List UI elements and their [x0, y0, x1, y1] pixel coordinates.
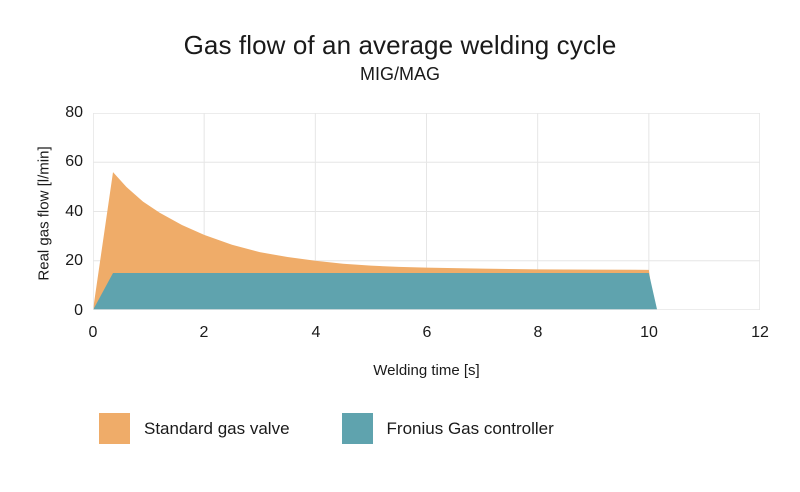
legend-swatch-standard-gas-valve	[99, 413, 130, 444]
x-tick-label-8: 8	[533, 324, 543, 341]
chart-subtitle: MIG/MAG	[360, 64, 440, 84]
y-tick-label-20: 20	[65, 252, 83, 269]
legend-item-standard-gas-valve[interactable]: Standard gas valve	[99, 413, 290, 444]
y-tick-label-60: 60	[65, 153, 83, 170]
y-tick-label-0: 0	[74, 302, 83, 319]
y-tick-label-40: 40	[65, 203, 83, 220]
legend-item-fronius-gas-controller[interactable]: Fronius Gas controller	[341, 413, 554, 444]
x-tick-label-4: 4	[311, 324, 321, 341]
x-tick-label-10: 10	[640, 324, 658, 341]
legend: Standard gas valve Fronius Gas controlle…	[99, 413, 554, 444]
x-tick-label-2: 2	[199, 324, 209, 341]
area-series-fronius-gas-controller	[93, 273, 658, 310]
series-areas	[93, 172, 658, 310]
plot-area	[93, 113, 760, 310]
legend-swatch-fronius-gas-controller	[341, 413, 373, 444]
x-tick-label-0: 0	[88, 324, 98, 341]
chart-svg	[93, 113, 760, 310]
y-tick-label-80: 80	[65, 104, 83, 121]
legend-label-fronius-gas-controller: Fronius Gas controller	[386, 418, 554, 438]
x-tick-label-6: 6	[422, 324, 432, 341]
x-axis-title: Welding time [s]	[373, 362, 480, 379]
x-axis-tick-labels: 0 2 4 6 8 10 12	[0, 325, 800, 349]
page-title: Gas flow of an average welding cycle	[183, 30, 617, 60]
y-axis-tick-labels: 80 60 40 20 0	[37, 0, 83, 492]
legend-label-standard-gas-valve: Standard gas valve	[144, 418, 290, 438]
x-tick-label-12: 12	[751, 324, 769, 341]
